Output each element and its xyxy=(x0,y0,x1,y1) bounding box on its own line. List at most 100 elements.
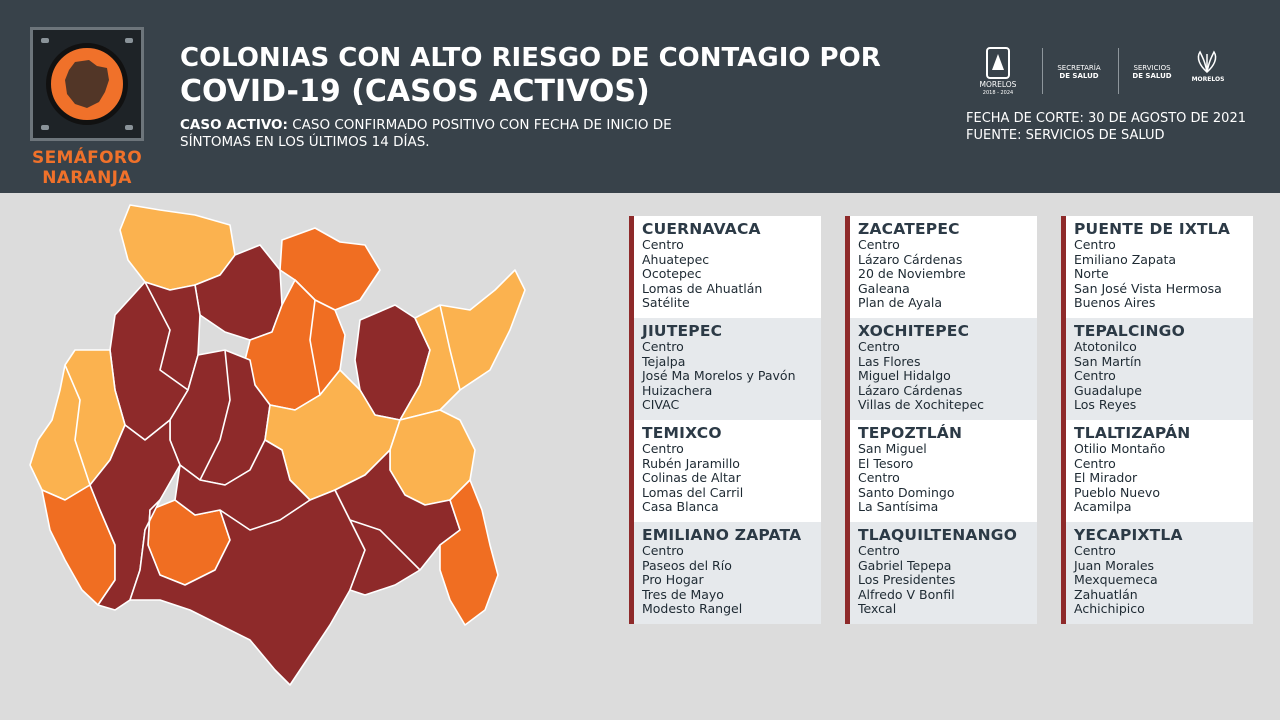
colonia-item: Las Flores xyxy=(858,353,921,369)
colonia-item: José Ma Morelos y Pavón xyxy=(642,368,796,384)
colonia-item: Huizachera xyxy=(642,382,713,398)
municipality-name: TLALTIZAPÁN xyxy=(1074,424,1191,442)
map-region xyxy=(439,479,499,626)
municipality-card: EMILIANO ZAPATA Centro Paseos del Río Pro H… xyxy=(629,522,821,624)
colonia-item: Paseos del Río xyxy=(642,557,732,573)
municipality-card: XOCHITEPEC Centro Las Flores Miguel Hidalgo… xyxy=(845,318,1037,420)
colonia-item: 20 de Noviembre xyxy=(858,266,966,282)
colonias-list: Centro Tejalpa José Ma Morelos y Pavón Huiz… xyxy=(642,339,796,413)
colonia-item: Centro xyxy=(642,441,684,456)
colonia-item: Guadalupe xyxy=(1074,382,1142,398)
colonia-item: Los Reyes xyxy=(1074,397,1137,413)
colonia-item: Centro xyxy=(642,543,684,558)
colonia-item: Atotonilco xyxy=(1074,339,1137,354)
colonia-item: Mexquemeca xyxy=(1074,572,1158,588)
colonias-list: Centro Las Flores Miguel Hidalgo Lázaro Cár… xyxy=(858,339,985,413)
municipality-card: PUENTE DE IXTLA Centro Emiliano Zapata Nort… xyxy=(1061,216,1253,318)
municipality-name: TEMIXCO xyxy=(642,424,722,442)
colonia-item: Centro xyxy=(858,237,900,252)
colonia-item: Tejalpa xyxy=(642,353,686,369)
colonia-item: San Miguel xyxy=(858,441,927,456)
municipality-card: YECAPIXTLA Centro Juan Morales Mexquemeca Za… xyxy=(1061,522,1253,624)
municipality-name: TEPALCINGO xyxy=(1074,322,1185,340)
colonia-item: Lomas del Carril xyxy=(642,484,744,500)
municipality-name: ZACATEPEC xyxy=(858,220,960,238)
colonias-list: Otilio Montaño Centro El Mirador Pueblo Nue… xyxy=(1074,441,1165,515)
semaforo-label: SEMÁFORO NARANJA xyxy=(32,148,142,188)
colonia-item: Satélite xyxy=(642,295,690,311)
colonia-item: Centro xyxy=(858,339,900,354)
colonia-item: Alfredo V Bonfil xyxy=(858,586,955,602)
institution-logos: MORELOS 2018 - 2024 SECRETARÍA DE SALUD S… xyxy=(970,44,1240,100)
colonia-item: Colinas de Altar xyxy=(642,470,741,486)
header-banner: SEMÁFORO NARANJA COLONIAS CON ALTO RIESG… xyxy=(0,0,1280,193)
colonias-list: San Miguel El Tesoro Centro Santo Domingo La… xyxy=(858,441,955,515)
colonia-item: Centro xyxy=(1074,237,1116,252)
colonia-item: El Mirador xyxy=(1074,470,1138,486)
colonias-list: Centro Paseos del Río Pro Hogar Tres de May… xyxy=(642,543,743,617)
colonia-item: Galeana xyxy=(858,280,910,296)
secretaria-logo-text: SECRETARÍA DE SALUD xyxy=(1057,64,1101,80)
colonia-item: Lázaro Cárdenas xyxy=(858,251,963,267)
servicios-logo-text: SERVICIOS DE SALUD xyxy=(1132,64,1172,80)
municipality-card: ZACATEPEC Centro Lázaro Cárdenas 20 de Novi… xyxy=(845,216,1037,318)
page-title: COLONIAS CON ALTO RIESGO DE CONTAGIO POR… xyxy=(180,43,881,109)
colonia-item: Texcal xyxy=(858,601,897,617)
municipality-name: TLAQUILTENANGO xyxy=(858,526,1018,544)
municipality-card: JIUTEPEC Centro Tejalpa José Ma Morelos y P… xyxy=(629,318,821,420)
municipality-name: TEPOZTLÁN xyxy=(858,424,963,442)
traffic-light-icon xyxy=(30,27,144,141)
orange-light-icon xyxy=(46,43,128,125)
morelos-crest-icon xyxy=(986,47,1010,79)
map-region xyxy=(399,269,526,421)
colonia-item: Achichipico xyxy=(1074,601,1145,617)
colonias-list: Centro Emiliano Zapata Norte San José Vista… xyxy=(1074,237,1222,311)
colonia-item: Modesto Rangel xyxy=(642,601,743,617)
municipality-name: JIUTEPEC xyxy=(642,322,723,340)
municipality-card: TLALTIZAPÁN Otilio Montaño Centro El Mirado… xyxy=(1061,420,1253,522)
state-map-icon xyxy=(65,60,109,108)
colonia-item: Centro xyxy=(1074,543,1116,558)
map-region xyxy=(129,439,366,686)
colonias-list: Atotonilco San Martín Centro Guadalupe Los R… xyxy=(1074,339,1142,413)
colonia-item: Acamilpa xyxy=(1074,499,1132,515)
colonia-item: Pueblo Nuevo xyxy=(1074,484,1160,500)
colonia-item: Centro xyxy=(858,470,900,486)
colonia-item: Gabriel Tepepa xyxy=(858,557,952,573)
colonia-item: Santo Domingo xyxy=(858,484,955,500)
colonia-item: Centro xyxy=(1074,368,1116,384)
colonia-item: Centro xyxy=(858,543,900,558)
municipality-name: EMILIANO ZAPATA xyxy=(642,526,802,544)
colonias-list: Centro Ahuatepec Ocotepec Lomas de Ahuatlán… xyxy=(642,237,762,311)
colonia-item: Juan Morales xyxy=(1074,557,1155,573)
colonias-list: Centro Lázaro Cárdenas 20 de Noviembre Gale… xyxy=(858,237,966,311)
colonia-item: Centro xyxy=(642,237,684,252)
report-metadata: FECHA DE CORTE: 30 DE AGOSTO DE 2021 FUE… xyxy=(966,110,1246,144)
colonia-item: Casa Blanca xyxy=(642,499,719,515)
colonia-item: Emiliano Zapata xyxy=(1074,251,1177,267)
colonia-item: Plan de Ayala xyxy=(858,295,943,311)
morelos-logo-text: MORELOS xyxy=(979,80,1017,89)
colonia-item: Norte xyxy=(1074,266,1109,282)
colonia-item: Pro Hogar xyxy=(642,572,704,588)
colonia-item: Villas de Xochitepec xyxy=(858,397,985,413)
municipality-name: XOCHITEPEC xyxy=(858,322,970,340)
colonia-item: San José Vista Hermosa xyxy=(1074,280,1222,296)
cutoff-date: FECHA DE CORTE: 30 DE AGOSTO DE 2021 xyxy=(966,111,1246,126)
colonia-item: Los Presidentes xyxy=(858,572,956,588)
municipality-card: TEMIXCO Centro Rubén Jaramillo Colinas de A… xyxy=(629,420,821,522)
colonia-item: Ahuatepec xyxy=(642,251,710,267)
colonia-item: Rubén Jaramillo xyxy=(642,455,740,471)
morelos-risk-map xyxy=(29,204,526,686)
municipality-name: YECAPIXTLA xyxy=(1074,526,1183,544)
colonia-item: Zahuatlán xyxy=(1074,586,1138,602)
servicios-flower-icon xyxy=(1197,50,1217,73)
colonias-list: Centro Juan Morales Mexquemeca Zahuatlán Ach… xyxy=(1074,543,1158,617)
colonia-item: Ocotepec xyxy=(642,266,702,282)
colonia-item: San Martín xyxy=(1074,353,1142,369)
colonia-item: Centro xyxy=(1074,455,1116,471)
municipality-card: CUERNAVACA Centro Ahuatepec Ocotepec Lomas d… xyxy=(629,216,821,318)
municipality-card: TEPOZTLÁN San Miguel El Tesoro Centro Santo … xyxy=(845,420,1037,522)
colonia-item: Buenos Aires xyxy=(1074,295,1156,311)
morelos-years: 2018 - 2024 xyxy=(982,90,1014,96)
